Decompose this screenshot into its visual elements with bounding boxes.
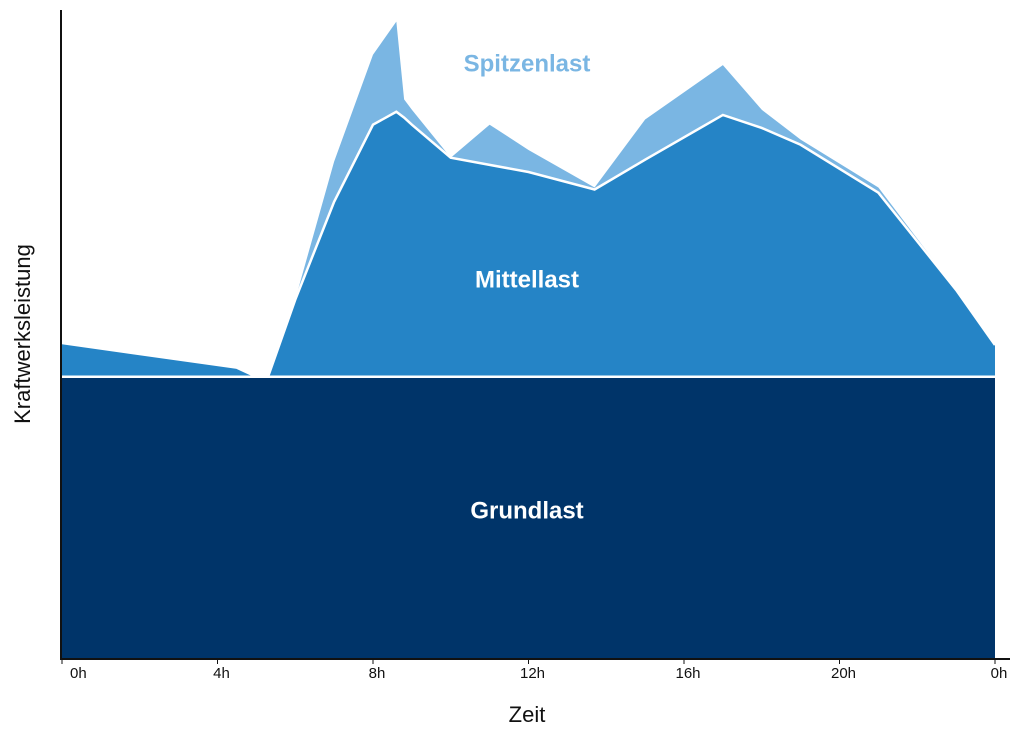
x-tick-label: 0h	[991, 665, 1008, 682]
area	[62, 376, 995, 658]
x-tick-label: 20h	[831, 665, 856, 682]
x-axis-title: Zeit	[509, 702, 546, 727]
x-tick-label: 12h	[520, 665, 545, 682]
series-label: Grundlast	[470, 497, 583, 524]
series-label: Spitzenlast	[464, 50, 591, 77]
y-axis-title: Kraftwerksleistung	[10, 244, 35, 424]
x-tick-label: 0h	[70, 665, 87, 682]
x-tick-label: 4h	[213, 665, 230, 682]
area	[62, 21, 995, 377]
x-tick-label: 16h	[675, 665, 700, 682]
plot-area	[61, 21, 997, 658]
area	[62, 111, 995, 377]
x-tick-label: 8h	[369, 665, 386, 682]
boundary-line	[61, 110, 997, 379]
series-label: Mittellast	[475, 266, 579, 293]
